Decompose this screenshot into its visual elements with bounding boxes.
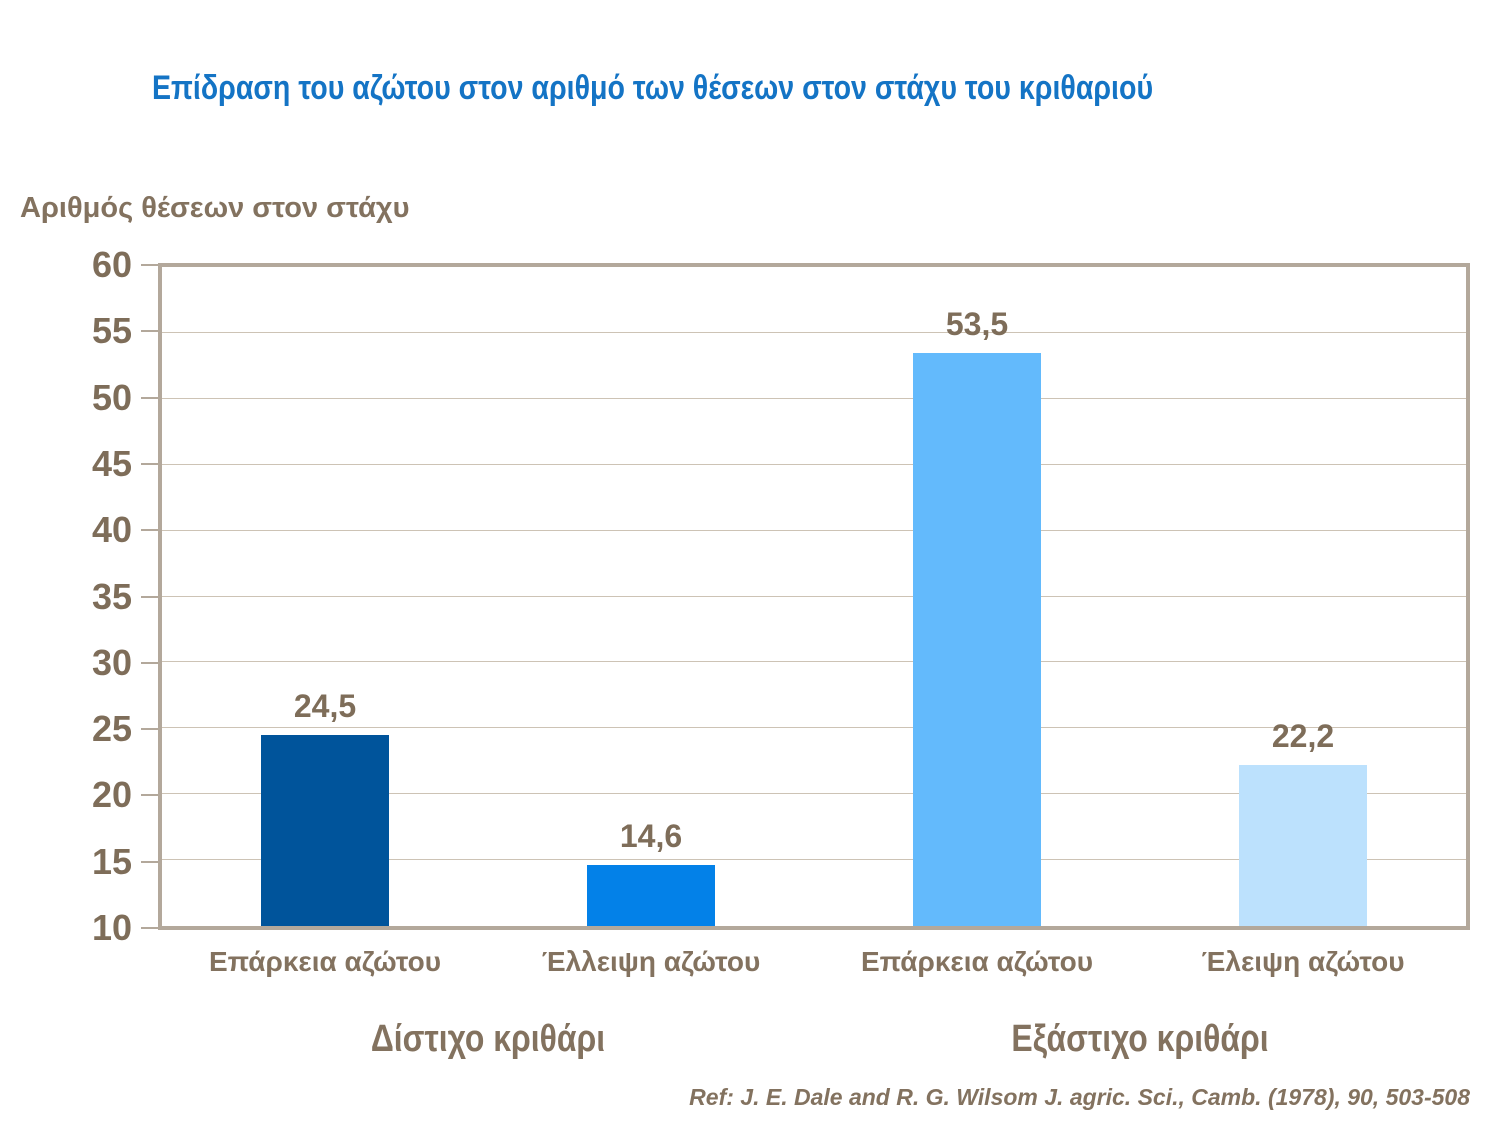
bar-value-label: 53,5 bbox=[945, 305, 1009, 342]
y-tick-mark bbox=[141, 529, 158, 532]
bar-4 bbox=[1239, 765, 1367, 926]
bar-2 bbox=[587, 865, 715, 926]
group-label-1: Δίστιχο κριθάρι bbox=[370, 1018, 606, 1060]
y-axis-title: Αριθμός θέσεων στον στάχυ bbox=[20, 192, 410, 224]
gridline bbox=[162, 793, 1466, 795]
bar-value-label: 24,5 bbox=[293, 687, 357, 724]
y-tick-label: 35 bbox=[91, 575, 132, 617]
y-tick-label: 25 bbox=[91, 708, 132, 750]
y-tick-mark bbox=[141, 661, 158, 664]
y-tick-label: 40 bbox=[91, 509, 132, 551]
x-category-label: Επάρκεια αζώτου bbox=[208, 946, 442, 977]
gridline bbox=[162, 661, 1466, 663]
bar-1 bbox=[261, 734, 389, 926]
y-tick-mark bbox=[141, 794, 158, 797]
y-tick-label: 45 bbox=[91, 442, 132, 484]
gridline bbox=[162, 397, 1466, 399]
plot-area: 24,5 14,6 53,5 22,2 bbox=[158, 263, 1470, 930]
gridline bbox=[162, 529, 1466, 531]
bar-value-label: 22,2 bbox=[1271, 718, 1335, 755]
chart-title: Επίδραση του αζώτου στον αριθμό των θέσε… bbox=[152, 69, 1154, 107]
y-tick-mark bbox=[141, 264, 158, 266]
gridline bbox=[162, 727, 1466, 729]
y-tick-label: 55 bbox=[91, 310, 132, 352]
y-tick-label: 30 bbox=[91, 641, 132, 683]
y-tick-mark bbox=[141, 595, 158, 598]
gridline bbox=[162, 859, 1466, 861]
y-tick-mark bbox=[141, 860, 158, 863]
y-tick-label: 60 bbox=[91, 244, 132, 285]
gridline bbox=[162, 331, 1466, 333]
y-tick-label: 20 bbox=[91, 774, 132, 816]
y-tick-label: 10 bbox=[91, 907, 132, 948]
y-tick-mark bbox=[141, 330, 158, 333]
gridline bbox=[162, 463, 1466, 465]
y-tick-mark bbox=[141, 728, 158, 731]
x-category-label: Έλειψη αζώτου bbox=[1201, 946, 1405, 977]
group-label-2: Εξάστιχο κριθάρι bbox=[1011, 1018, 1269, 1060]
x-category-label: Έλλειψη αζώτου bbox=[541, 946, 761, 977]
bar-value-label: 14,6 bbox=[619, 818, 683, 855]
bar-3 bbox=[913, 352, 1041, 926]
reference-citation: Ref: J. E. Dale and R. G. Wilsom J. agri… bbox=[689, 1084, 1470, 1110]
y-tick-label: 15 bbox=[91, 840, 132, 882]
y-tick-mark bbox=[141, 927, 158, 929]
x-category-label: Επάρκεια αζώτου bbox=[860, 946, 1094, 977]
y-tick-mark bbox=[141, 396, 158, 399]
y-tick-label: 50 bbox=[91, 376, 132, 418]
y-tick-mark bbox=[141, 462, 158, 465]
gridline bbox=[162, 595, 1466, 597]
